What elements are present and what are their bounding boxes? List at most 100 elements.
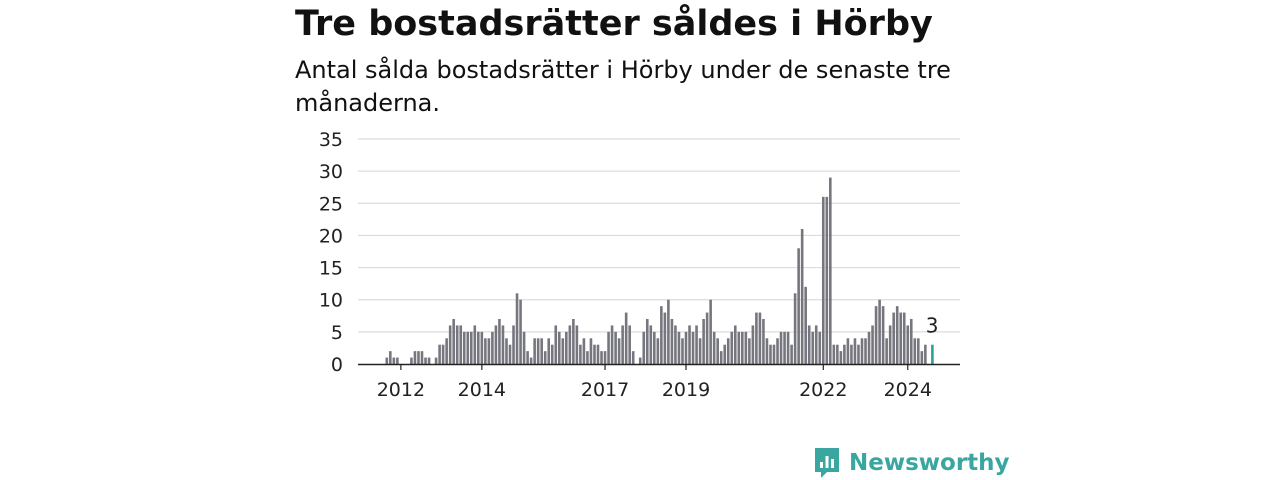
bar	[638, 357, 642, 364]
bar	[550, 344, 554, 364]
bar	[677, 331, 681, 364]
bar	[688, 325, 691, 364]
bar	[674, 325, 677, 364]
bar	[424, 357, 427, 364]
bar	[589, 338, 593, 364]
bar	[582, 338, 586, 364]
bar	[885, 338, 888, 364]
annotations: 3	[926, 314, 939, 338]
bar	[758, 312, 762, 364]
bar	[547, 338, 551, 364]
bar	[772, 344, 776, 364]
bar	[874, 306, 878, 364]
gridlines	[358, 138, 960, 333]
x-tick-label: 2024	[884, 379, 932, 401]
bars	[358, 177, 960, 366]
bar	[744, 331, 748, 364]
bar	[438, 344, 441, 364]
bar	[765, 338, 769, 364]
bar	[427, 357, 431, 364]
bar	[448, 325, 452, 364]
bar	[695, 325, 698, 364]
bar	[491, 331, 494, 364]
bar	[892, 312, 895, 364]
bar	[561, 338, 565, 364]
bar	[748, 338, 751, 364]
bar	[565, 331, 568, 364]
bar	[741, 331, 744, 364]
bar	[572, 319, 575, 364]
y-tick-label: 20	[319, 225, 343, 247]
bar	[660, 306, 663, 364]
bar	[825, 196, 829, 364]
bar	[807, 325, 811, 364]
bar	[719, 351, 723, 364]
bar	[705, 312, 709, 364]
bar	[596, 344, 600, 364]
bar	[624, 312, 628, 364]
y-tick-label: 5	[331, 322, 343, 344]
bar	[529, 357, 533, 364]
bar	[645, 319, 649, 364]
bar-value-label: 3	[926, 314, 939, 338]
bar	[860, 338, 864, 364]
bar	[480, 331, 484, 364]
bar	[469, 331, 473, 364]
bar	[864, 338, 867, 364]
bar	[681, 338, 684, 364]
bar	[441, 344, 445, 364]
bar	[786, 331, 790, 364]
bar	[776, 338, 779, 364]
bar	[642, 331, 646, 364]
bar	[850, 344, 853, 364]
bar	[881, 306, 885, 364]
bar	[512, 325, 515, 364]
bar	[575, 325, 579, 364]
bar	[667, 299, 670, 364]
bar	[755, 312, 758, 364]
newsworthy-logo-icon	[815, 448, 839, 478]
bar	[462, 331, 466, 364]
bar	[716, 338, 719, 364]
bar	[895, 306, 899, 364]
bar	[519, 299, 522, 364]
bar	[434, 357, 438, 364]
bar	[917, 338, 920, 364]
bar	[656, 338, 660, 364]
bar	[821, 196, 825, 364]
bar	[593, 344, 596, 364]
bar	[913, 338, 917, 364]
bar	[888, 325, 892, 364]
bar	[498, 319, 501, 364]
x-tick-label: 2017	[581, 379, 629, 401]
bar	[459, 325, 463, 364]
bar	[843, 344, 846, 364]
bar	[832, 344, 836, 364]
bar	[417, 351, 420, 364]
bar	[600, 351, 603, 364]
bar	[790, 344, 793, 364]
bar	[396, 357, 399, 364]
bar	[473, 325, 477, 364]
bar	[455, 325, 459, 364]
bar	[857, 344, 860, 364]
bar	[392, 357, 396, 364]
bar	[568, 325, 572, 364]
bar	[554, 325, 558, 364]
bar	[501, 325, 505, 364]
x-tick-label: 2012	[377, 379, 425, 401]
bar	[610, 325, 614, 364]
bar	[733, 325, 737, 364]
bar	[924, 344, 927, 364]
y-tick-label: 15	[319, 258, 343, 280]
bar	[818, 331, 822, 364]
bar	[878, 299, 881, 364]
y-tick-label: 30	[319, 161, 343, 183]
bar	[385, 357, 389, 364]
bar	[466, 331, 470, 364]
bar	[631, 351, 635, 364]
bar	[730, 331, 734, 364]
bar	[621, 325, 624, 364]
bar	[515, 293, 519, 364]
bar	[698, 338, 702, 364]
